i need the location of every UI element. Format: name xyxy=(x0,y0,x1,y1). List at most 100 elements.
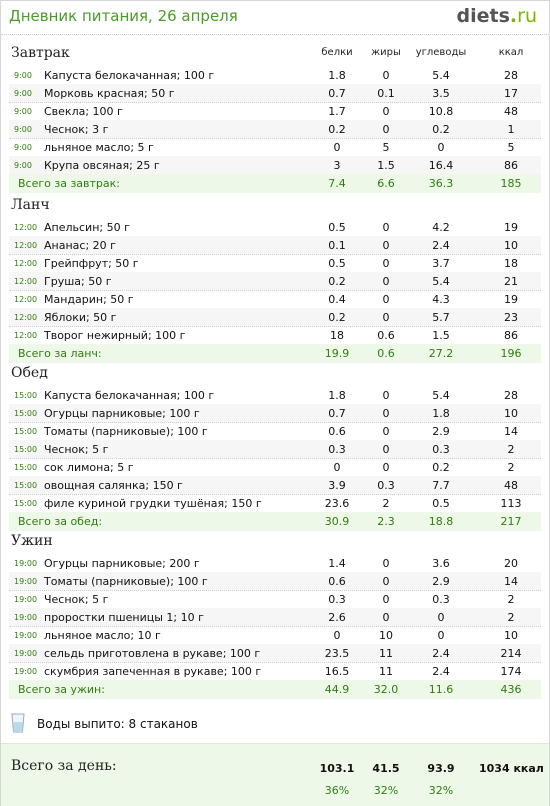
kcal-value: 28 xyxy=(504,69,518,82)
table-row[interactable]: 19:00 скумбрия запеченная в рукаве; 100 г… xyxy=(9,662,541,681)
table-row[interactable]: 12:00 Ананас; 20 г 0.1 0 2.4 10 xyxy=(9,236,541,255)
day-carbs-percent: 32% xyxy=(428,784,454,797)
meal-total-label: Всего за ланч: xyxy=(18,347,102,360)
table-row[interactable]: 9:00 Свекла; 100 г 1.7 0 10.8 48 xyxy=(9,102,541,121)
protein-value: 3 xyxy=(333,159,341,172)
day-total: Всего за день: 103.1 41.5 93.9 1034 ккал… xyxy=(1,743,549,806)
table-row[interactable]: 9:00 Чеснок; 3 г 0.2 0 0.2 1 xyxy=(9,120,541,139)
entry-time: 15:00 xyxy=(14,463,38,472)
food-name: Капуста белокачанная; 100 г xyxy=(44,69,215,82)
entry-time: 19:00 xyxy=(14,595,38,604)
kcal-value: 86 xyxy=(504,329,518,342)
entry-time: 15:00 xyxy=(14,499,38,508)
day-protein: 103.1 xyxy=(319,762,355,775)
table-row[interactable]: 9:00 Капуста белокачанная; 100 г 1.8 0 5.4 28 xyxy=(9,66,541,85)
carbs-value: 0.5 xyxy=(432,497,450,510)
table-row[interactable]: 15:00 овощная салянка; 150 г 3.9 0.3 7.7 48 xyxy=(9,476,541,495)
meal-total-row: Всего за ланч: 19.9 0.6 27.2 196 xyxy=(9,344,541,363)
day-protein-percent: 36% xyxy=(324,784,350,797)
protein-value: 0.2 xyxy=(328,123,346,136)
day-carbs: 93.9 xyxy=(427,762,455,775)
fat-value: 0 xyxy=(382,69,390,82)
carbs-value: 10.8 xyxy=(428,105,454,118)
protein-value: 2.6 xyxy=(328,611,346,624)
table-row[interactable]: 12:00 Яблоки; 50 г 0.2 0 5.7 23 xyxy=(9,308,541,327)
meal-total-label: Всего за завтрак: xyxy=(18,177,121,190)
fat-value: 0 xyxy=(382,293,390,306)
kcal-value: 2 xyxy=(507,593,515,606)
site-logo[interactable]: diets.ru xyxy=(457,5,537,27)
protein-value: 1.8 xyxy=(328,389,346,402)
kcal-value: 10 xyxy=(504,629,518,642)
entry-time: 12:00 xyxy=(14,277,38,286)
carbs-value: 2.4 xyxy=(432,239,450,252)
entry-time: 12:00 xyxy=(14,259,38,268)
table-row[interactable]: 12:00 Творог нежирный; 100 г 18 0.6 1.5 86 xyxy=(9,326,541,345)
entry-time: 12:00 xyxy=(14,241,38,250)
carbs-value: 1.5 xyxy=(432,329,450,342)
food-name: Яблоки; 50 г xyxy=(44,311,117,324)
fat-value: 0 xyxy=(382,575,390,588)
food-name: Морковь красная; 50 г xyxy=(44,87,175,100)
logo-main: diets xyxy=(456,5,510,27)
protein-value: 18 xyxy=(330,329,344,342)
food-name: Свекла; 100 г xyxy=(44,105,123,118)
food-name: сок лимона; 5 г xyxy=(44,461,134,474)
table-row[interactable]: 15:00 сок лимона; 5 г 0 0 0.2 2 xyxy=(9,458,541,477)
table-row[interactable]: 19:00 сельдь приготовлена в рукаве; 100 г… xyxy=(9,644,541,663)
table-row[interactable]: 15:00 Огурцы парниковые; 100 г 0.7 0 1.8 10 xyxy=(9,404,541,423)
table-row[interactable]: 19:00 Огурцы парниковые; 200 г 1.4 0 3.6 20 xyxy=(9,554,541,573)
kcal-value: 113 xyxy=(500,497,522,510)
table-row[interactable]: 15:00 филе куриной грудки тушёная; 150 г 2… xyxy=(9,494,541,513)
table-row[interactable]: 9:00 Крупа овсяная; 25 г 3 1.5 16.4 86 xyxy=(9,156,541,175)
table-row[interactable]: 19:00 Чеснок; 5 г 0.3 0 0.3 2 xyxy=(9,590,541,609)
kcal-value: 2 xyxy=(507,443,515,456)
table-row[interactable]: 19:00 льняное масло; 10 г 0 10 0 10 xyxy=(9,626,541,645)
food-name: филе куриной грудки тушёная; 150 г xyxy=(44,497,262,510)
total-kcal: 436 xyxy=(500,683,522,696)
table-row[interactable]: 12:00 Груша; 50 г 0.2 0 5.4 21 xyxy=(9,272,541,291)
carbs-value: 5.4 xyxy=(432,275,450,288)
meal-title: Ланч xyxy=(11,197,50,213)
table-row[interactable]: 9:00 Морковь красная; 50 г 0.7 0.1 3.5 17 xyxy=(9,84,541,103)
carbs-value: 0 xyxy=(437,629,445,642)
protein-value: 0.3 xyxy=(328,443,346,456)
fat-value: 2 xyxy=(382,497,390,510)
kcal-value: 19 xyxy=(504,293,518,306)
carbs-value: 2.9 xyxy=(432,575,450,588)
fat-value: 0 xyxy=(382,105,390,118)
fat-value: 5 xyxy=(382,141,390,154)
carbs-value: 4.3 xyxy=(432,293,450,306)
food-name: скумбрия запеченная в рукаве; 100 г xyxy=(44,665,262,678)
protein-value: 0.5 xyxy=(328,257,346,270)
carbs-value: 1.8 xyxy=(432,407,450,420)
kcal-value: 10 xyxy=(504,239,518,252)
table-row[interactable]: 19:00 проростки пшеницы 1; 10 г 2.6 0 0 2 xyxy=(9,608,541,627)
table-row[interactable]: 15:00 Чеснок; 5 г 0.3 0 0.3 2 xyxy=(9,440,541,459)
table-row[interactable]: 15:00 Томаты (парниковые); 100 г 0.6 0 2.9 14 xyxy=(9,422,541,441)
page-header: Дневник питания, 26 апреля diets.ru xyxy=(1,1,549,35)
meal-total-row: Всего за завтрак: 7.4 6.6 36.3 185 xyxy=(9,174,541,193)
protein-value: 1.8 xyxy=(328,69,346,82)
table-row[interactable]: 12:00 Апельсин; 50 г 0.5 0 4.2 19 xyxy=(9,218,541,237)
carbs-value: 2.9 xyxy=(432,425,450,438)
table-row[interactable]: 12:00 Мандарин; 50 г 0.4 0 4.3 19 xyxy=(9,290,541,309)
column-header-kcal: ккал xyxy=(498,47,524,58)
total-carbs: 11.6 xyxy=(428,683,454,696)
table-row[interactable]: 9:00 льняное масло; 5 г 0 5 0 5 xyxy=(9,138,541,157)
entry-time: 9:00 xyxy=(14,125,32,134)
day-fat-percent: 32% xyxy=(373,784,399,797)
table-row[interactable]: 12:00 Грейпфрут; 50 г 0.5 0 3.7 18 xyxy=(9,254,541,273)
meal-total-label: Всего за обед: xyxy=(18,515,103,528)
fat-value: 0 xyxy=(382,611,390,624)
entry-time: 19:00 xyxy=(14,667,38,676)
kcal-value: 28 xyxy=(504,389,518,402)
fat-value: 0.3 xyxy=(377,479,395,492)
carbs-value: 0.3 xyxy=(432,593,450,606)
entry-time: 19:00 xyxy=(14,559,38,568)
table-row[interactable]: 15:00 Капуста белокачанная; 100 г 1.8 0 5.4 2… xyxy=(9,386,541,405)
table-row[interactable]: 19:00 Томаты (парниковые); 100 г 0.6 0 2.9 14 xyxy=(9,572,541,591)
protein-value: 1.7 xyxy=(328,105,346,118)
fat-value: 0 xyxy=(382,257,390,270)
entry-time: 19:00 xyxy=(14,649,38,658)
